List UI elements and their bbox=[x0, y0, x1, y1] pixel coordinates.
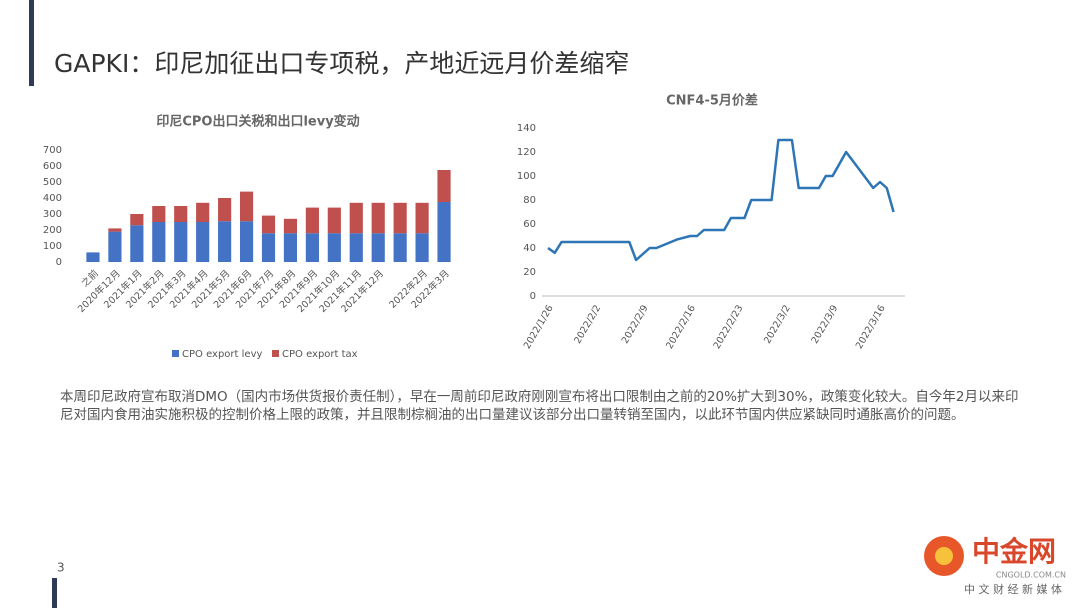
logo-url: CNGOLD.COM.CN bbox=[996, 571, 1066, 580]
bar-segment bbox=[218, 198, 232, 222]
y-tick-label: 0 bbox=[56, 257, 62, 268]
bar-segment bbox=[152, 222, 166, 262]
logo-icon-inner bbox=[935, 547, 953, 565]
y-tick-label: 400 bbox=[43, 193, 62, 204]
bar-segment bbox=[218, 221, 232, 262]
bar-segment bbox=[86, 252, 100, 262]
bar-segment bbox=[327, 233, 341, 262]
chart-title: 印尼CPO出口关税和出口levy变动 bbox=[156, 114, 359, 130]
legend-swatch bbox=[172, 350, 179, 357]
bar-segment bbox=[305, 233, 319, 262]
y-tick-label: 100 bbox=[517, 171, 536, 182]
legend-label: CPO export tax bbox=[282, 349, 358, 360]
x-tick-label: 2022/2/16 bbox=[664, 303, 698, 351]
bar-segment bbox=[327, 207, 341, 234]
y-tick-label: 500 bbox=[43, 177, 62, 188]
bar-segment bbox=[393, 233, 407, 262]
page-number: 3 bbox=[57, 561, 65, 575]
bar-segment bbox=[437, 170, 451, 202]
x-tick-label: 2022/2/9 bbox=[620, 303, 651, 345]
logo-name: 中金网 bbox=[972, 535, 1056, 568]
bar-segment bbox=[239, 221, 254, 262]
bar-segment bbox=[239, 191, 254, 222]
y-tick-label: 600 bbox=[43, 161, 62, 172]
x-tick-label: 2022/3/9 bbox=[809, 303, 840, 345]
slide-title: GAPKI：印尼加征出口专项税，产地近远月价差缩窄 bbox=[54, 49, 629, 78]
bar-segment bbox=[415, 202, 429, 234]
y-tick-label: 0 bbox=[530, 291, 536, 302]
bar-segment bbox=[108, 228, 122, 232]
x-tick-label: 2022/3/2 bbox=[762, 303, 793, 345]
bar-segment bbox=[393, 202, 407, 234]
y-tick-label: 40 bbox=[523, 243, 536, 254]
bar-segment bbox=[130, 214, 144, 226]
bar-segment bbox=[371, 233, 385, 262]
bar-segment bbox=[174, 222, 188, 262]
bar-segment bbox=[415, 233, 429, 262]
bar-segment bbox=[283, 218, 298, 234]
x-tick-label: 2022/2/2 bbox=[572, 303, 603, 345]
bar-segment bbox=[349, 202, 363, 234]
bar-segment bbox=[283, 233, 298, 262]
y-tick-label: 140 bbox=[517, 123, 536, 134]
y-tick-label: 120 bbox=[517, 147, 536, 158]
y-tick-label: 700 bbox=[43, 145, 62, 156]
legend-label: CPO export levy bbox=[182, 349, 262, 360]
bar-segment bbox=[261, 215, 276, 234]
bar-segment bbox=[437, 202, 451, 262]
bar-segment bbox=[305, 207, 319, 234]
y-tick-label: 60 bbox=[523, 219, 536, 230]
bar-segment bbox=[130, 225, 144, 262]
y-tick-label: 300 bbox=[43, 209, 62, 220]
logo-slogan: 中 文 财 经 新 媒 体 bbox=[964, 582, 1062, 596]
y-tick-label: 200 bbox=[43, 225, 62, 236]
bar-segment bbox=[196, 202, 210, 222]
bar-segment bbox=[174, 206, 188, 222]
bar-segment bbox=[261, 233, 276, 262]
x-tick-label: 2022/3/16 bbox=[854, 303, 888, 351]
accent-bar-bottom bbox=[52, 578, 57, 608]
body-paragraph: 本周印尼政府宣布取消DMO（国内市场供货报价责任制），早在一周前印尼政府刚刚宣布… bbox=[60, 389, 1019, 423]
chart-title: CNF4-5月价差 bbox=[666, 93, 758, 109]
x-tick-label: 2022/2/23 bbox=[712, 303, 746, 351]
bar-segment bbox=[196, 222, 210, 262]
accent-bar bbox=[29, 0, 34, 86]
x-tick-label: 2022/1/26 bbox=[522, 303, 556, 351]
bar-segment bbox=[152, 206, 166, 222]
y-tick-label: 100 bbox=[43, 241, 62, 252]
legend-swatch bbox=[272, 350, 279, 357]
data-line bbox=[547, 138, 895, 262]
y-tick-label: 80 bbox=[523, 195, 536, 206]
y-tick-label: 20 bbox=[523, 267, 536, 278]
bar-segment bbox=[108, 231, 122, 262]
bar-segment bbox=[349, 233, 363, 262]
bar-segment bbox=[371, 202, 385, 234]
